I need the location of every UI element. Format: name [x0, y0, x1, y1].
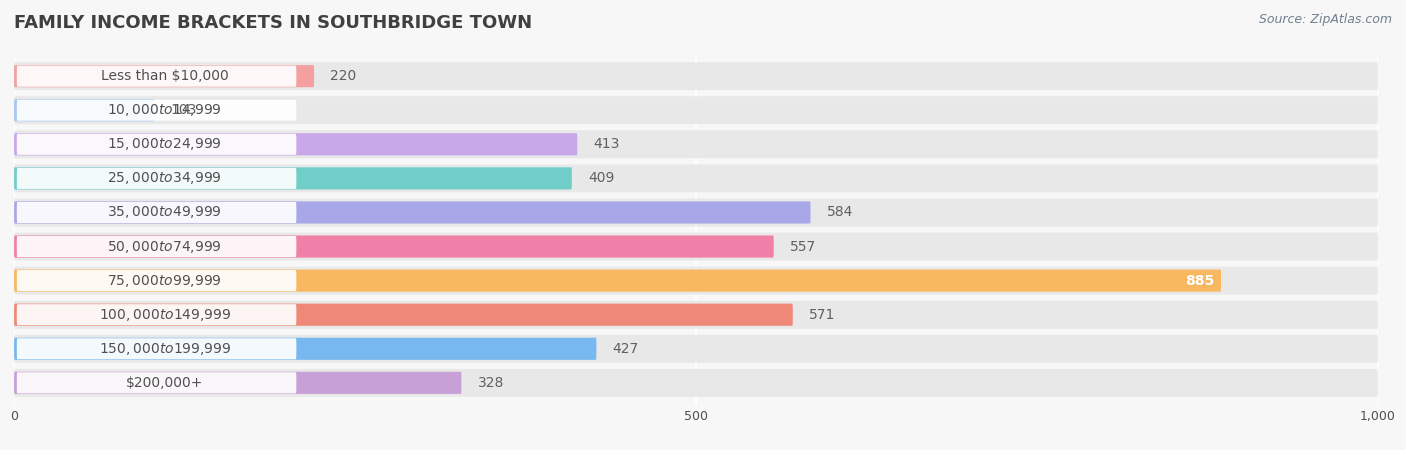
FancyBboxPatch shape: [14, 167, 572, 189]
Text: $100,000 to $149,999: $100,000 to $149,999: [98, 307, 231, 323]
Text: $35,000 to $49,999: $35,000 to $49,999: [107, 204, 222, 220]
Text: $15,000 to $24,999: $15,000 to $24,999: [107, 136, 222, 152]
Text: 571: 571: [810, 308, 835, 322]
FancyBboxPatch shape: [14, 164, 1378, 192]
Text: $50,000 to $74,999: $50,000 to $74,999: [107, 238, 222, 255]
Text: $25,000 to $34,999: $25,000 to $34,999: [107, 171, 222, 186]
Text: 103: 103: [172, 103, 197, 117]
FancyBboxPatch shape: [14, 96, 1378, 124]
FancyBboxPatch shape: [14, 372, 461, 394]
FancyBboxPatch shape: [17, 202, 297, 223]
Text: 885: 885: [1185, 274, 1215, 288]
FancyBboxPatch shape: [14, 369, 1378, 397]
FancyBboxPatch shape: [14, 338, 596, 360]
Text: 584: 584: [827, 206, 853, 220]
FancyBboxPatch shape: [14, 270, 1220, 292]
FancyBboxPatch shape: [17, 338, 297, 359]
FancyBboxPatch shape: [14, 335, 1378, 363]
FancyBboxPatch shape: [14, 304, 793, 326]
FancyBboxPatch shape: [17, 134, 297, 155]
FancyBboxPatch shape: [14, 202, 810, 224]
Text: $200,000+: $200,000+: [127, 376, 204, 390]
Text: 427: 427: [613, 342, 638, 356]
FancyBboxPatch shape: [17, 168, 297, 189]
FancyBboxPatch shape: [14, 133, 578, 155]
FancyBboxPatch shape: [14, 198, 1378, 226]
FancyBboxPatch shape: [17, 372, 297, 393]
FancyBboxPatch shape: [17, 66, 297, 87]
Text: 413: 413: [593, 137, 620, 151]
Text: $10,000 to $14,999: $10,000 to $14,999: [107, 102, 222, 118]
FancyBboxPatch shape: [17, 304, 297, 325]
FancyBboxPatch shape: [14, 62, 1378, 90]
FancyBboxPatch shape: [14, 301, 1378, 328]
FancyBboxPatch shape: [14, 130, 1378, 158]
Text: 328: 328: [478, 376, 505, 390]
Text: FAMILY INCOME BRACKETS IN SOUTHBRIDGE TOWN: FAMILY INCOME BRACKETS IN SOUTHBRIDGE TO…: [14, 14, 533, 32]
Text: Less than $10,000: Less than $10,000: [101, 69, 229, 83]
FancyBboxPatch shape: [14, 65, 314, 87]
FancyBboxPatch shape: [17, 236, 297, 257]
Text: 409: 409: [588, 171, 614, 185]
Text: Source: ZipAtlas.com: Source: ZipAtlas.com: [1258, 14, 1392, 27]
Text: $75,000 to $99,999: $75,000 to $99,999: [107, 273, 222, 288]
Text: 557: 557: [790, 239, 817, 253]
FancyBboxPatch shape: [14, 267, 1378, 295]
FancyBboxPatch shape: [14, 233, 1378, 261]
FancyBboxPatch shape: [14, 99, 155, 122]
Text: $150,000 to $199,999: $150,000 to $199,999: [98, 341, 231, 357]
Text: 220: 220: [330, 69, 357, 83]
FancyBboxPatch shape: [14, 235, 773, 257]
FancyBboxPatch shape: [17, 100, 297, 121]
FancyBboxPatch shape: [17, 270, 297, 291]
